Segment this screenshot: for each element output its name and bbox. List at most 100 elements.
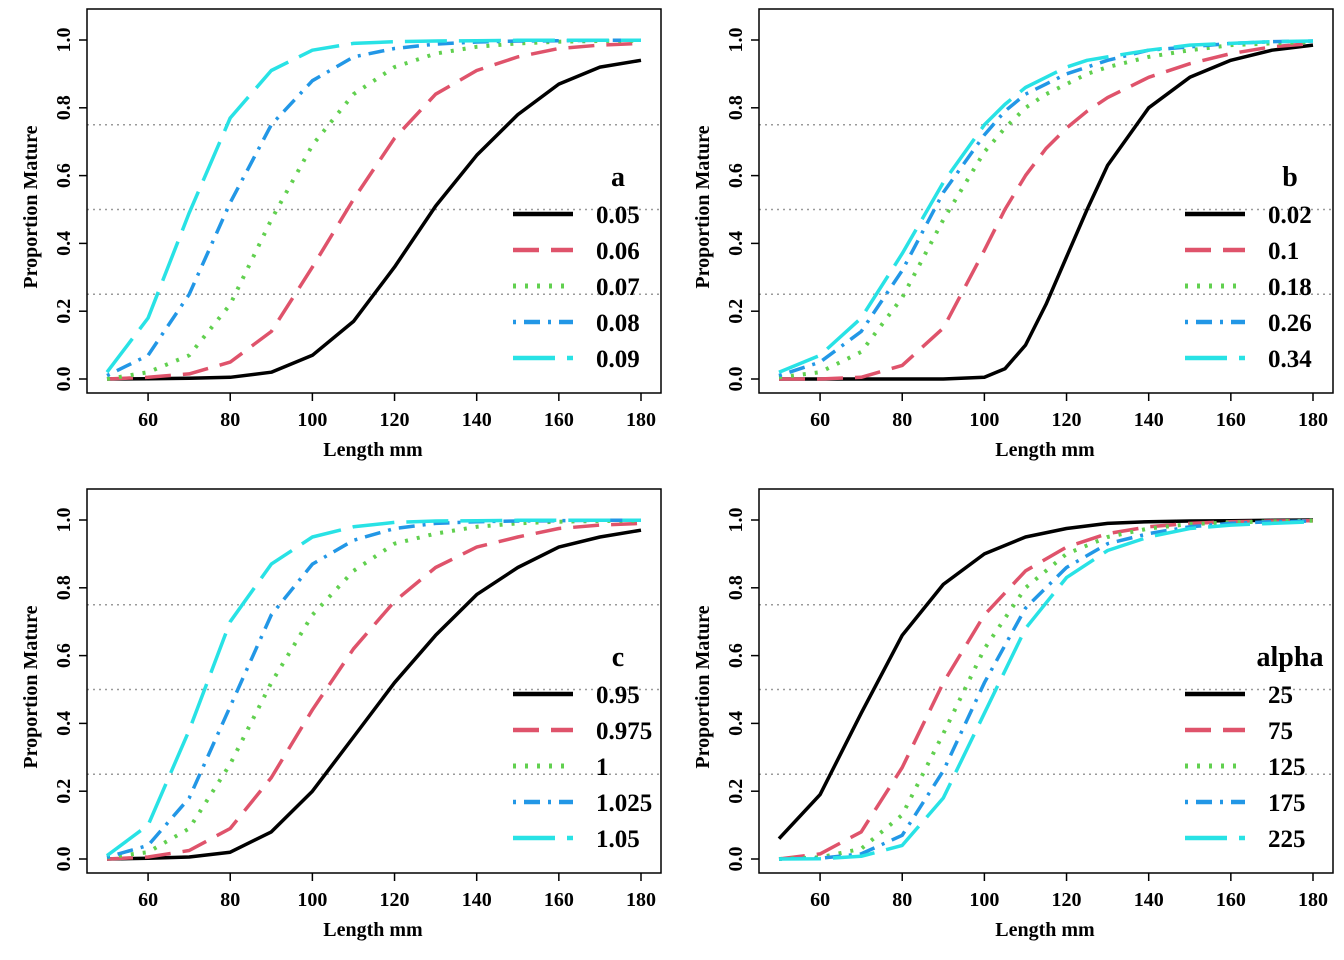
y-tick-label: 0.2 — [725, 779, 747, 804]
y-tick-label: 0.6 — [725, 643, 747, 668]
legend-label-0.95: 0.95 — [596, 682, 640, 709]
legend-label-125: 125 — [1268, 754, 1306, 781]
legend-label-1.05: 1.05 — [596, 826, 640, 853]
y-tick-label: 0.6 — [53, 643, 75, 668]
y-tick-label: 0.8 — [53, 575, 75, 600]
y-axis-title: Proportion Mature — [692, 125, 714, 288]
legend-label-25: 25 — [1268, 682, 1293, 709]
x-tick-label: 140 — [462, 409, 492, 431]
legend-title: b — [1282, 162, 1298, 193]
series-line-25 — [777, 518, 1314, 840]
plot-frame — [86, 8, 662, 394]
panel-2: 60 80 100 120 140 160 180 0.0 0.2 0.4 0.6 0.8 1.0 Len… — [692, 8, 1334, 461]
series-line-0.06 — [106, 41, 642, 381]
y-tick-label: 0.8 — [725, 95, 747, 120]
x-tick-label: 80 — [892, 889, 912, 911]
x-tick-label: 60 — [810, 409, 830, 431]
panel-3: 60 80 100 120 140 160 180 0.0 0.2 0.4 0.6 0.8 1.0 Len… — [20, 488, 662, 941]
legend: alpha 25 75 125 175 225 — [1185, 642, 1323, 853]
x-tick-label: 160 — [544, 409, 574, 431]
y-axis-title: Proportion Mature — [20, 605, 42, 768]
x-tick-label: 140 — [462, 889, 492, 911]
legend: a 0.05 0.06 0.07 0.08 0.09 — [513, 162, 640, 373]
series-line-0.975 — [106, 521, 642, 861]
series-line-0.26 — [778, 39, 1314, 378]
x-tick-label: 100 — [297, 409, 327, 431]
y-tick-label: 1.0 — [53, 508, 75, 533]
y-tick-label: 0.4 — [53, 711, 75, 736]
y-tick-label: 0.8 — [53, 95, 75, 120]
x-tick-label: 100 — [297, 889, 327, 911]
x-axis-title: Length mm — [995, 439, 1095, 461]
legend-title: a — [611, 162, 625, 193]
y-tick-label: 0.4 — [725, 231, 747, 256]
y-tick-label: 1.0 — [725, 508, 747, 533]
y-tick-label: 0.0 — [725, 367, 747, 392]
x-tick-label: 60 — [810, 889, 830, 911]
x-tick-label: 80 — [220, 889, 240, 911]
x-tick-label: 180 — [626, 889, 656, 911]
legend: b 0.02 0.1 0.18 0.26 0.34 — [1185, 162, 1312, 373]
x-axis-title: Length mm — [323, 919, 423, 941]
series-line-75 — [778, 518, 1314, 861]
plot-frame — [86, 488, 662, 874]
legend-label-0.18: 0.18 — [1268, 274, 1312, 301]
y-axis-title: Proportion Mature — [692, 605, 714, 768]
y-tick-label: 0.6 — [53, 163, 75, 188]
series-line-225 — [778, 519, 1314, 861]
x-axis-title: Length mm — [323, 439, 423, 461]
legend-title: c — [612, 642, 624, 673]
series-line-125 — [778, 518, 1314, 861]
series-line-1 — [106, 518, 642, 860]
x-tick-label: 120 — [1052, 409, 1082, 431]
series-line-0.18 — [778, 39, 1314, 380]
x-tick-label: 120 — [380, 889, 410, 911]
x-tick-label: 160 — [544, 889, 574, 911]
x-tick-label: 80 — [892, 409, 912, 431]
x-tick-label: 160 — [1216, 409, 1246, 431]
legend-label-1: 1 — [596, 754, 609, 781]
legend-label-0.06: 0.06 — [596, 238, 640, 265]
legend-label-1.025: 1.025 — [596, 790, 652, 817]
legend-label-0.34: 0.34 — [1268, 346, 1312, 373]
x-tick-label: 160 — [1216, 889, 1246, 911]
y-tick-label: 0.0 — [53, 367, 75, 392]
series-line-0.09 — [105, 38, 641, 374]
x-tick-label: 120 — [380, 409, 410, 431]
plot-frame — [758, 488, 1334, 874]
legend-label-0.05: 0.05 — [596, 202, 640, 229]
y-tick-label: 0.8 — [725, 575, 747, 600]
legend-label-75: 75 — [1268, 718, 1293, 745]
series-line-0.95 — [106, 528, 642, 861]
series-line-1.025 — [106, 518, 641, 859]
y-tick-label: 0.0 — [53, 847, 75, 872]
y-tick-label: 1.0 — [725, 28, 747, 53]
y-tick-label: 0.2 — [725, 299, 747, 324]
y-tick-label: 0.4 — [725, 711, 747, 736]
legend-label-0.02: 0.02 — [1268, 202, 1312, 229]
legend: c 0.95 0.975 1 1.025 1.05 — [513, 642, 652, 853]
x-axis-title: Length mm — [995, 919, 1095, 941]
legend-label-0.975: 0.975 — [596, 718, 652, 745]
y-tick-label: 0.2 — [53, 779, 75, 804]
x-tick-label: 180 — [1298, 409, 1328, 431]
x-tick-label: 180 — [626, 409, 656, 431]
x-tick-label: 60 — [138, 409, 158, 431]
legend-label-0.08: 0.08 — [596, 310, 640, 337]
x-tick-label: 100 — [969, 409, 999, 431]
legend-label-175: 175 — [1268, 790, 1306, 817]
series-line-1.05 — [105, 518, 641, 858]
series-line-0.1 — [779, 41, 1314, 381]
y-axis-title: Proportion Mature — [20, 125, 42, 288]
series-line-0.02 — [779, 43, 1314, 381]
legend-label-225: 225 — [1268, 826, 1306, 853]
y-tick-label: 0.0 — [725, 847, 747, 872]
x-tick-label: 60 — [138, 889, 158, 911]
y-tick-label: 0.6 — [725, 163, 747, 188]
x-tick-label: 120 — [1052, 889, 1082, 911]
legend-title: alpha — [1257, 642, 1324, 673]
x-tick-label: 80 — [220, 409, 240, 431]
series-line-0.07 — [106, 38, 642, 381]
y-tick-label: 1.0 — [53, 28, 75, 53]
